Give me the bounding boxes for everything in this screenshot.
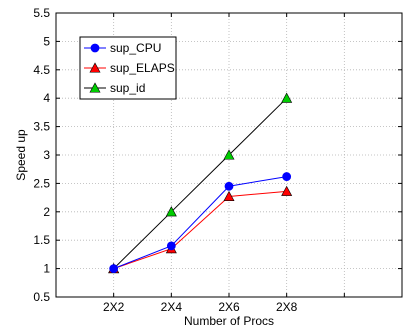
data-point <box>223 149 235 160</box>
data-point <box>223 190 235 202</box>
legend-entry: sup_ELAPS <box>84 61 175 75</box>
y-tick-label: 3.5 <box>33 120 50 134</box>
data-point <box>282 172 292 181</box>
x-tick-label: 2X4 <box>161 300 183 314</box>
series-line <box>113 190 287 270</box>
y-tick-label: 5.5 <box>33 6 50 20</box>
y-tick-label: 3 <box>43 148 50 162</box>
y-tick-label: 1.5 <box>33 233 50 247</box>
series-sup-cpu <box>109 172 292 274</box>
legend-marker <box>89 62 101 73</box>
data-point <box>109 264 119 274</box>
x-tick-label: 2X2 <box>103 300 125 314</box>
data-point <box>165 206 177 217</box>
data-point <box>224 181 234 191</box>
legend-label: sup_ELAPS <box>110 61 175 75</box>
y-tick-label: 0.5 <box>33 290 50 304</box>
series-group <box>108 92 293 274</box>
y-tick-label: 4 <box>43 91 50 105</box>
x-axis-title: Number of Procs <box>184 314 274 328</box>
legend-label: sup_id <box>110 81 145 95</box>
x-tick-label: 2X6 <box>218 300 240 314</box>
y-tick-label: 5 <box>43 34 50 48</box>
x-tick-label: 2X8 <box>276 300 298 314</box>
y-tick-label: 4.5 <box>33 63 50 77</box>
legend-label: sup_CPU <box>110 41 161 55</box>
y-tick-label: 2 <box>43 205 50 219</box>
y-tick-label: 2.5 <box>33 176 50 190</box>
data-point <box>281 185 293 196</box>
y-tick-label: 1 <box>43 262 50 276</box>
data-point <box>281 92 293 103</box>
axis-ticks: 0.5 1 1.5 2 2.5 3 3.5 4 4.5 5 5.5 2X2 2X4 2X6 2X8 <box>33 6 402 314</box>
legend-marker <box>89 82 101 93</box>
legend-entry: sup_CPU <box>84 41 161 55</box>
legend-entry: sup_id <box>84 81 145 95</box>
series-line <box>113 97 288 269</box>
legend: sup_CPU sup_ELAPS sup_id <box>79 36 177 100</box>
series-line <box>113 176 287 270</box>
y-axis-title: Speed up <box>14 129 28 181</box>
data-point <box>166 241 176 251</box>
legend-marker <box>90 43 100 53</box>
